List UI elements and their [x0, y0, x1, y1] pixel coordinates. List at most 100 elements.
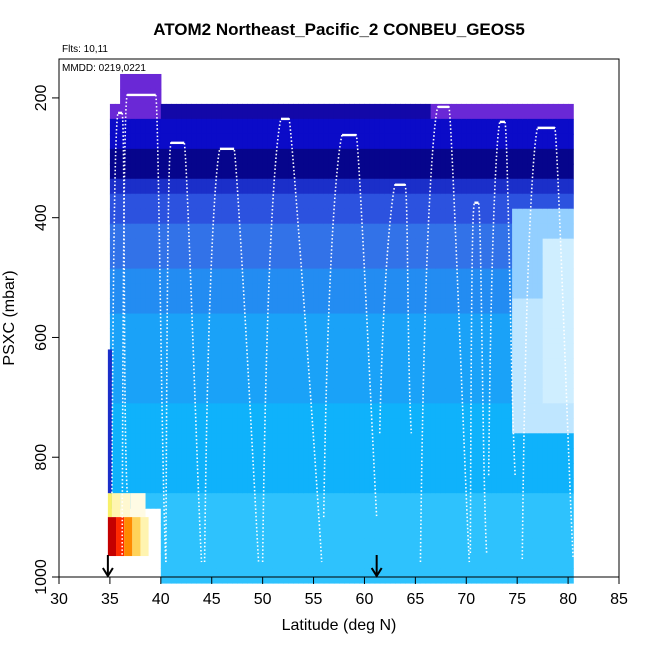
- heatmap-cell: [486, 523, 493, 539]
- heatmap-cell: [328, 463, 335, 479]
- heatmap-cell: [298, 433, 304, 449]
- heatmap-cell: [359, 493, 366, 509]
- heatmap-cell: [445, 568, 452, 584]
- heatmap-cell: [206, 388, 213, 404]
- heatmap-cell: [364, 463, 371, 479]
- heatmap-cell: [359, 283, 366, 300]
- heatmap-cell: [501, 283, 508, 300]
- heatmap-cell: [165, 373, 172, 389]
- heatmap-cell: [272, 208, 279, 225]
- heatmap-cell: [359, 553, 366, 569]
- heatmap-cell: [491, 568, 498, 584]
- heatmap-cell: [344, 433, 350, 449]
- heatmap-cell: [440, 343, 447, 360]
- heatmap-cell: [491, 298, 498, 315]
- heatmap-cell: [272, 553, 279, 569]
- heatmap-cell: [501, 358, 508, 374]
- heatmap-cell: [476, 253, 483, 270]
- heatmap-cell: [425, 283, 432, 300]
- heatmap-cell: [384, 538, 391, 554]
- heatmap-cell: [283, 508, 289, 524]
- heatmap-cell: [405, 118, 411, 135]
- heatmap-cell: [171, 343, 177, 360]
- heatmap-cell: [165, 118, 172, 135]
- heatmap-cell: [440, 433, 447, 449]
- heatmap-cell: [288, 463, 294, 479]
- heatmap-cell: [303, 493, 310, 509]
- heatmap-cell: [171, 163, 177, 180]
- heatmap-cell: [227, 553, 233, 569]
- heatmap-cell: [298, 193, 304, 210]
- heatmap-cell: [395, 568, 401, 584]
- heatmap-cell: [165, 253, 172, 270]
- heatmap-cell: [344, 523, 350, 539]
- heatmap-cell: [563, 238, 569, 255]
- heatmap-cell: [364, 253, 371, 270]
- heatmap-cell: [476, 448, 483, 464]
- heatmap-cell: [145, 208, 152, 225]
- heatmap-cell: [211, 298, 218, 315]
- heatmap-cell: [557, 373, 564, 389]
- heatmap-cell: [115, 328, 121, 345]
- heatmap-cell: [522, 433, 528, 449]
- heatmap-cell: [140, 283, 147, 300]
- heatmap-cell: [410, 523, 416, 539]
- heatmap-cell: [303, 343, 310, 360]
- heatmap-cell: [481, 313, 488, 330]
- heatmap-cell: [272, 118, 279, 135]
- heatmap-cell: [527, 418, 534, 434]
- heatmap-cell: [491, 373, 498, 389]
- heatmap-cell: [512, 268, 518, 285]
- heatmap-cell: [395, 208, 401, 225]
- heatmap-cell: [405, 133, 411, 150]
- heatmap-cell: [364, 103, 371, 120]
- heatmap-cell: [389, 358, 396, 374]
- heatmap-cell: [379, 403, 386, 419]
- heatmap-cell: [211, 463, 218, 479]
- heatmap-cell: [547, 163, 554, 180]
- heatmap-cell: [277, 523, 284, 539]
- heatmap-cell: [318, 538, 325, 554]
- heatmap-cell: [405, 238, 411, 255]
- heatmap-cell: [308, 478, 315, 494]
- heatmap-cell: [410, 148, 416, 165]
- heatmap-cell: [563, 553, 569, 569]
- heatmap-cell: [277, 538, 284, 554]
- heatmap-cell: [206, 208, 213, 225]
- heatmap-cell: [283, 268, 289, 285]
- heatmap-cell: [547, 103, 554, 120]
- heatmap-cell: [196, 568, 203, 584]
- heatmap-cell: [130, 313, 136, 330]
- heatmap-cell: [318, 313, 325, 330]
- heatmap-cell: [257, 538, 264, 554]
- heatmap-cell: [242, 508, 248, 524]
- heatmap-cell: [496, 463, 503, 479]
- heatmap-cell: [298, 268, 304, 285]
- heatmap-cell: [201, 103, 208, 120]
- heatmap-cell: [512, 418, 518, 434]
- heatmap-cell: [176, 403, 182, 419]
- heatmap-cell: [267, 193, 274, 210]
- heatmap-cell: [471, 283, 478, 300]
- heatmap-cell: [267, 448, 274, 464]
- heatmap-cell: [247, 553, 254, 569]
- heatmap-cell: [288, 148, 294, 165]
- heatmap-cell: [568, 313, 574, 330]
- heatmap-cell: [532, 148, 539, 165]
- heatmap-cell: [420, 448, 427, 464]
- heatmap-cell: [165, 103, 172, 120]
- heatmap-cell: [344, 103, 350, 120]
- heatmap-cell: [405, 478, 411, 494]
- heatmap-cell: [196, 253, 203, 270]
- heatmap-cell: [171, 253, 177, 270]
- heatmap-cell: [557, 508, 564, 524]
- heatmap-cell: [410, 493, 416, 509]
- heatmap-cell: [242, 193, 248, 210]
- heatmap-cell: [430, 508, 437, 524]
- heatmap-cell: [176, 328, 182, 345]
- heatmap-cell: [451, 268, 457, 285]
- heatmap-cell: [471, 328, 478, 345]
- heatmap-cell: [552, 463, 559, 479]
- heatmap-cell: [323, 373, 330, 389]
- heatmap-cell: [552, 553, 559, 569]
